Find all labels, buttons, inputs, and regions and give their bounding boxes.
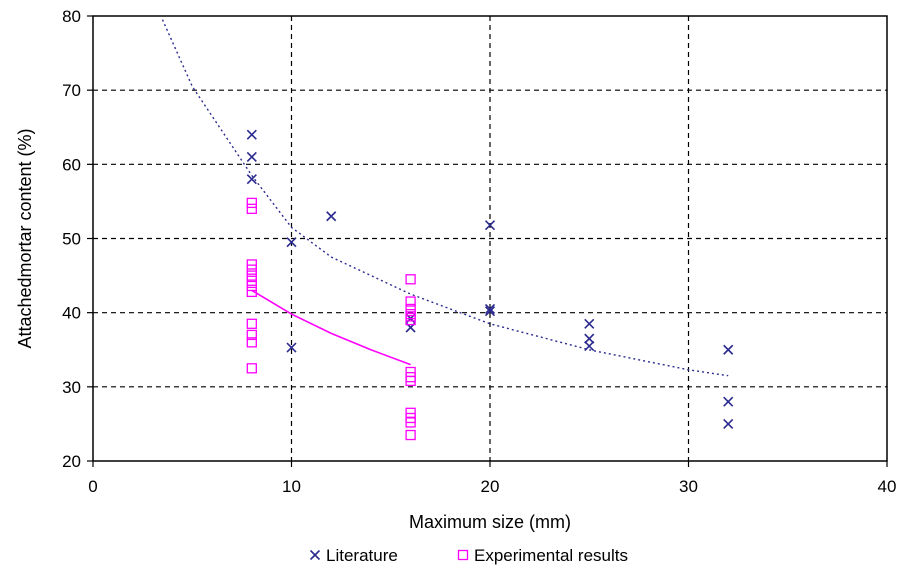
legend-marker	[457, 549, 469, 561]
x-axis-title: Maximum size (mm)	[409, 512, 571, 532]
y-tick-label: 50	[62, 230, 81, 249]
y-tick-label: 80	[62, 7, 81, 26]
point-literature	[723, 396, 734, 407]
point-literature	[484, 220, 496, 231]
x-tick-label: 0	[88, 477, 97, 496]
point-experimental-results	[405, 308, 416, 320]
y-tick-label: 70	[62, 81, 81, 100]
point-experimental-results	[246, 286, 257, 298]
point-experimental-results	[246, 197, 257, 209]
grid	[93, 16, 887, 461]
y-tick-label: 20	[62, 452, 81, 471]
point-experimental-results	[405, 296, 416, 307]
x-tick-label: 30	[679, 477, 698, 496]
trendlines	[161, 19, 729, 377]
point-literature	[484, 306, 496, 317]
point-experimental-results	[246, 275, 257, 286]
point-experimental-results	[246, 280, 257, 292]
point-literature	[584, 340, 595, 352]
point-literature	[246, 151, 257, 162]
point-literature	[286, 237, 297, 248]
point-literature	[723, 344, 734, 355]
point-experimental-results	[246, 337, 257, 348]
point-experimental-results	[246, 329, 257, 341]
y-axis-title: Attachedmortar content (%)	[15, 128, 35, 348]
trendline-experimental-results	[251, 289, 411, 366]
y-tick-label: 60	[62, 155, 81, 174]
point-experimental-results	[405, 417, 416, 428]
legend-item-experimental-results: Experimental results	[457, 546, 628, 565]
point-experimental-results	[246, 270, 257, 281]
point-experimental-results	[405, 429, 416, 441]
point-experimental-results	[405, 303, 416, 315]
point-literature	[286, 342, 297, 353]
legend-label: Experimental results	[474, 546, 628, 565]
point-literature	[584, 333, 595, 344]
point-experimental-results	[405, 375, 416, 387]
point-experimental-results	[246, 363, 257, 374]
x-tick-label: 20	[481, 477, 500, 496]
point-experimental-results	[246, 203, 257, 214]
point-literature	[246, 129, 257, 140]
point-experimental-results	[246, 264, 257, 275]
point-literature	[584, 318, 595, 329]
point-experimental-results	[405, 372, 416, 383]
point-literature	[326, 211, 337, 222]
legend: Literature Experimental results	[309, 546, 628, 565]
data-points	[246, 129, 734, 441]
point-experimental-results	[246, 318, 257, 329]
x-tick-label: 40	[878, 477, 897, 496]
point-experimental-results	[405, 314, 416, 326]
y-tick-label: 30	[62, 378, 81, 397]
legend-label: Literature	[326, 546, 398, 565]
point-experimental-results	[246, 259, 257, 270]
point-literature	[484, 303, 496, 315]
trendline-literature	[161, 19, 729, 377]
legend-marker	[309, 549, 321, 561]
point-literature	[246, 174, 257, 185]
axes: 0 10 20 30 40 20 30 40 50 60 70 80	[62, 7, 896, 496]
x-tick-label: 10	[282, 477, 301, 496]
point-literature	[723, 418, 734, 429]
point-experimental-results	[405, 366, 416, 378]
y-tick-label: 40	[62, 304, 81, 323]
legend-item-literature: Literature	[309, 546, 398, 565]
point-experimental-results	[405, 274, 416, 285]
point-experimental-results	[405, 407, 416, 418]
